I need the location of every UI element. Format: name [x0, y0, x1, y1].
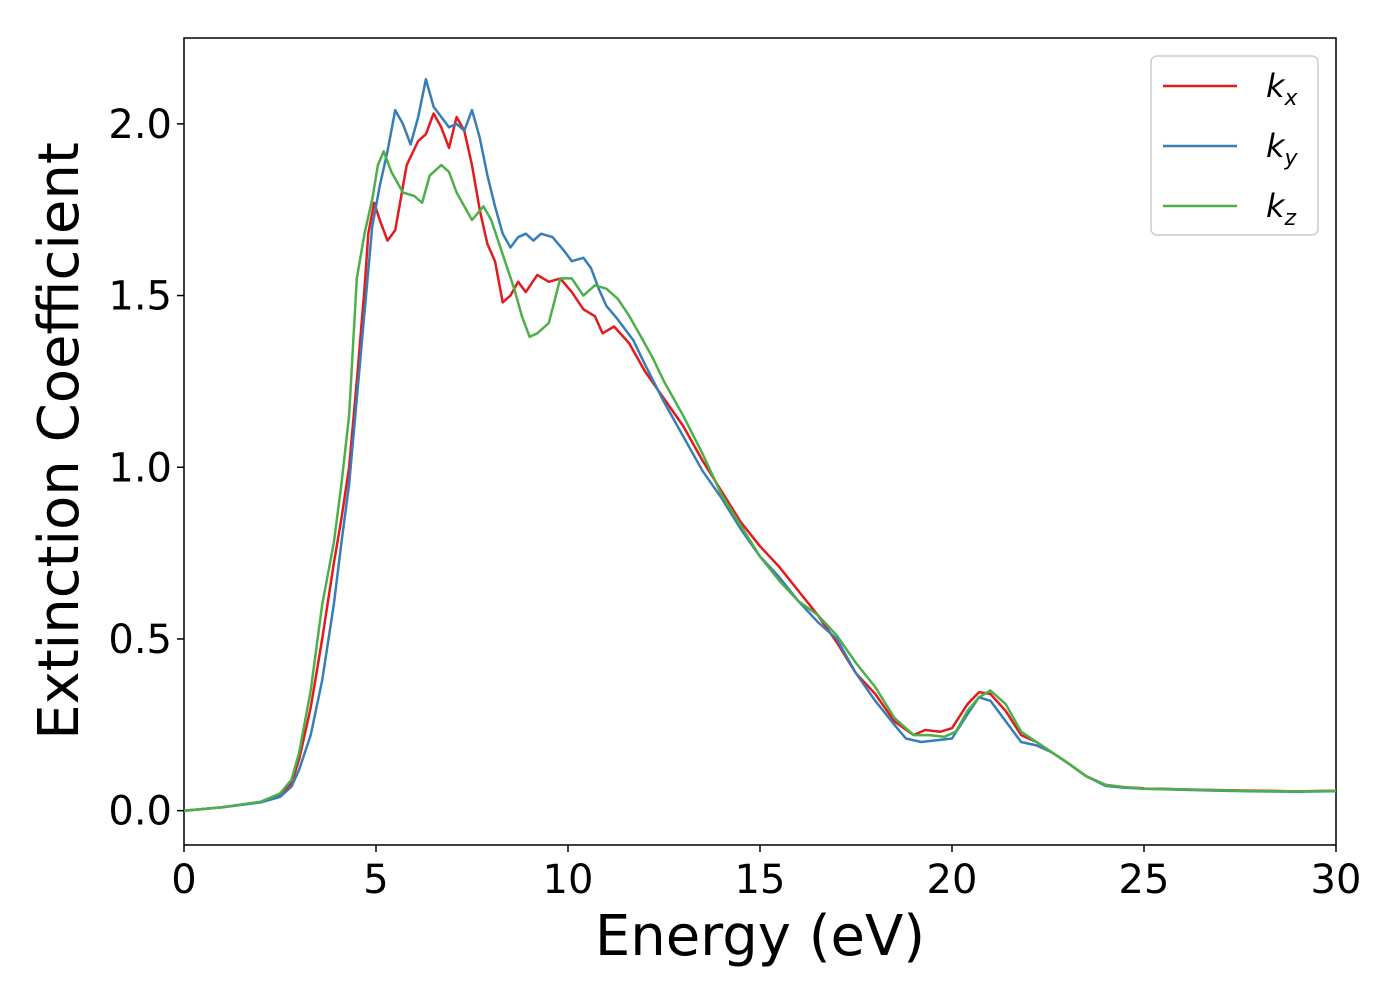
- series-layer: [183, 77, 1337, 812]
- y-tick-label: 1.0: [108, 445, 172, 491]
- legend-label-subscript: z: [1284, 206, 1297, 231]
- x-tick-label: 20: [927, 857, 978, 903]
- legend-label-z: kz: [1266, 187, 1297, 231]
- legend-label-subscript: y: [1284, 146, 1299, 171]
- legend-label-y: ky: [1266, 127, 1299, 171]
- legend-label-main: k: [1266, 127, 1286, 165]
- legend-label-main: k: [1266, 187, 1286, 225]
- y-tick-label: 0.5: [108, 617, 172, 663]
- x-tick-label: 25: [1119, 857, 1170, 903]
- x-tick-label: 15: [735, 857, 786, 903]
- legend-label-main: k: [1266, 67, 1286, 105]
- y-axis-title: Extinction Coefficient: [27, 142, 92, 740]
- series-line-z: [183, 150, 1337, 812]
- series-line-x: [183, 112, 1337, 812]
- series-line-y: [183, 77, 1337, 812]
- legend-label-subscript: x: [1284, 86, 1299, 111]
- y-tick-label: 0.0: [108, 789, 172, 835]
- x-tick-label: 30: [1311, 857, 1362, 903]
- x-tick-label: 5: [363, 857, 388, 903]
- y-axis: 0.0 0.5 1.0 1.5 2.0: [108, 102, 184, 835]
- y-tick-label: 1.5: [108, 274, 172, 320]
- y-tick-label: 2.0: [108, 102, 172, 148]
- x-axis-title: Energy (eV): [595, 904, 925, 969]
- legend-label-x: kx: [1266, 67, 1299, 111]
- x-tick-label: 0: [171, 857, 196, 903]
- x-tick-label: 10: [543, 857, 594, 903]
- x-axis: 0 5 10 15 20 25 30: [171, 845, 1361, 903]
